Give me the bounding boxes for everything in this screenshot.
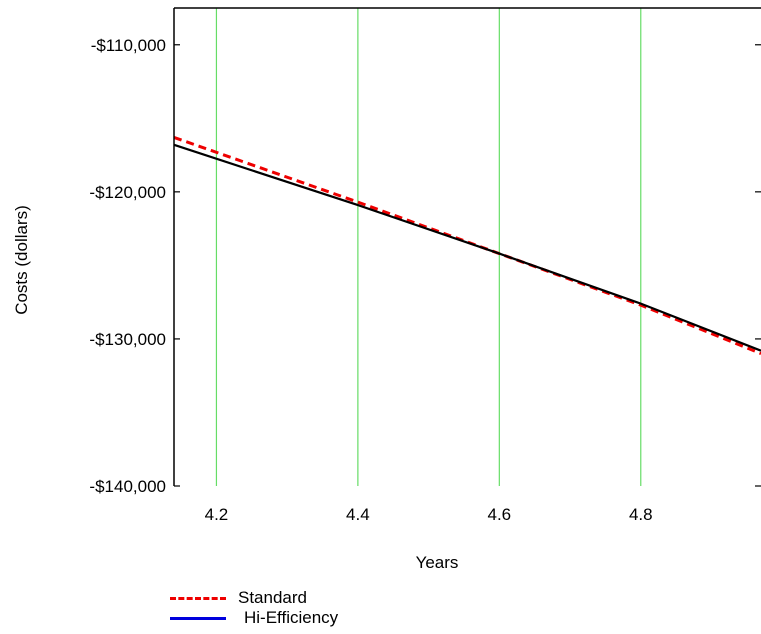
legend-label-standard: Standard bbox=[238, 588, 307, 607]
x-tick-label: 4.2 bbox=[205, 505, 229, 524]
series-line-standard bbox=[173, 135, 761, 355]
x-tick-label: 4.6 bbox=[488, 505, 512, 524]
x-tick-label: 4.8 bbox=[629, 505, 653, 524]
series-line-hi-efficiency bbox=[173, 143, 761, 352]
ticks-layer: -$110,000 -$120,000 -$130,000 -$140,000 4.2 4… bbox=[89, 36, 761, 524]
plot-frame bbox=[173, 7, 761, 486]
y-axis-title: Costs (dollars) bbox=[12, 205, 31, 315]
y-tick-label: -$110,000 bbox=[91, 36, 166, 55]
y-tick-label: -$120,000 bbox=[89, 183, 166, 202]
x-tick-label: 4.4 bbox=[346, 505, 370, 524]
legend-label-hi-efficiency: Hi-Efficiency bbox=[244, 608, 339, 627]
y-tick-label: -$130,000 bbox=[89, 330, 166, 349]
grid-layer bbox=[215, 8, 642, 486]
x-axis-title: Years bbox=[416, 553, 459, 572]
series-layer bbox=[173, 135, 761, 355]
legend-swatch-standard bbox=[170, 597, 226, 600]
y-tick-label: -$140,000 bbox=[89, 477, 166, 496]
legend-swatch-hi-efficiency bbox=[170, 617, 226, 620]
